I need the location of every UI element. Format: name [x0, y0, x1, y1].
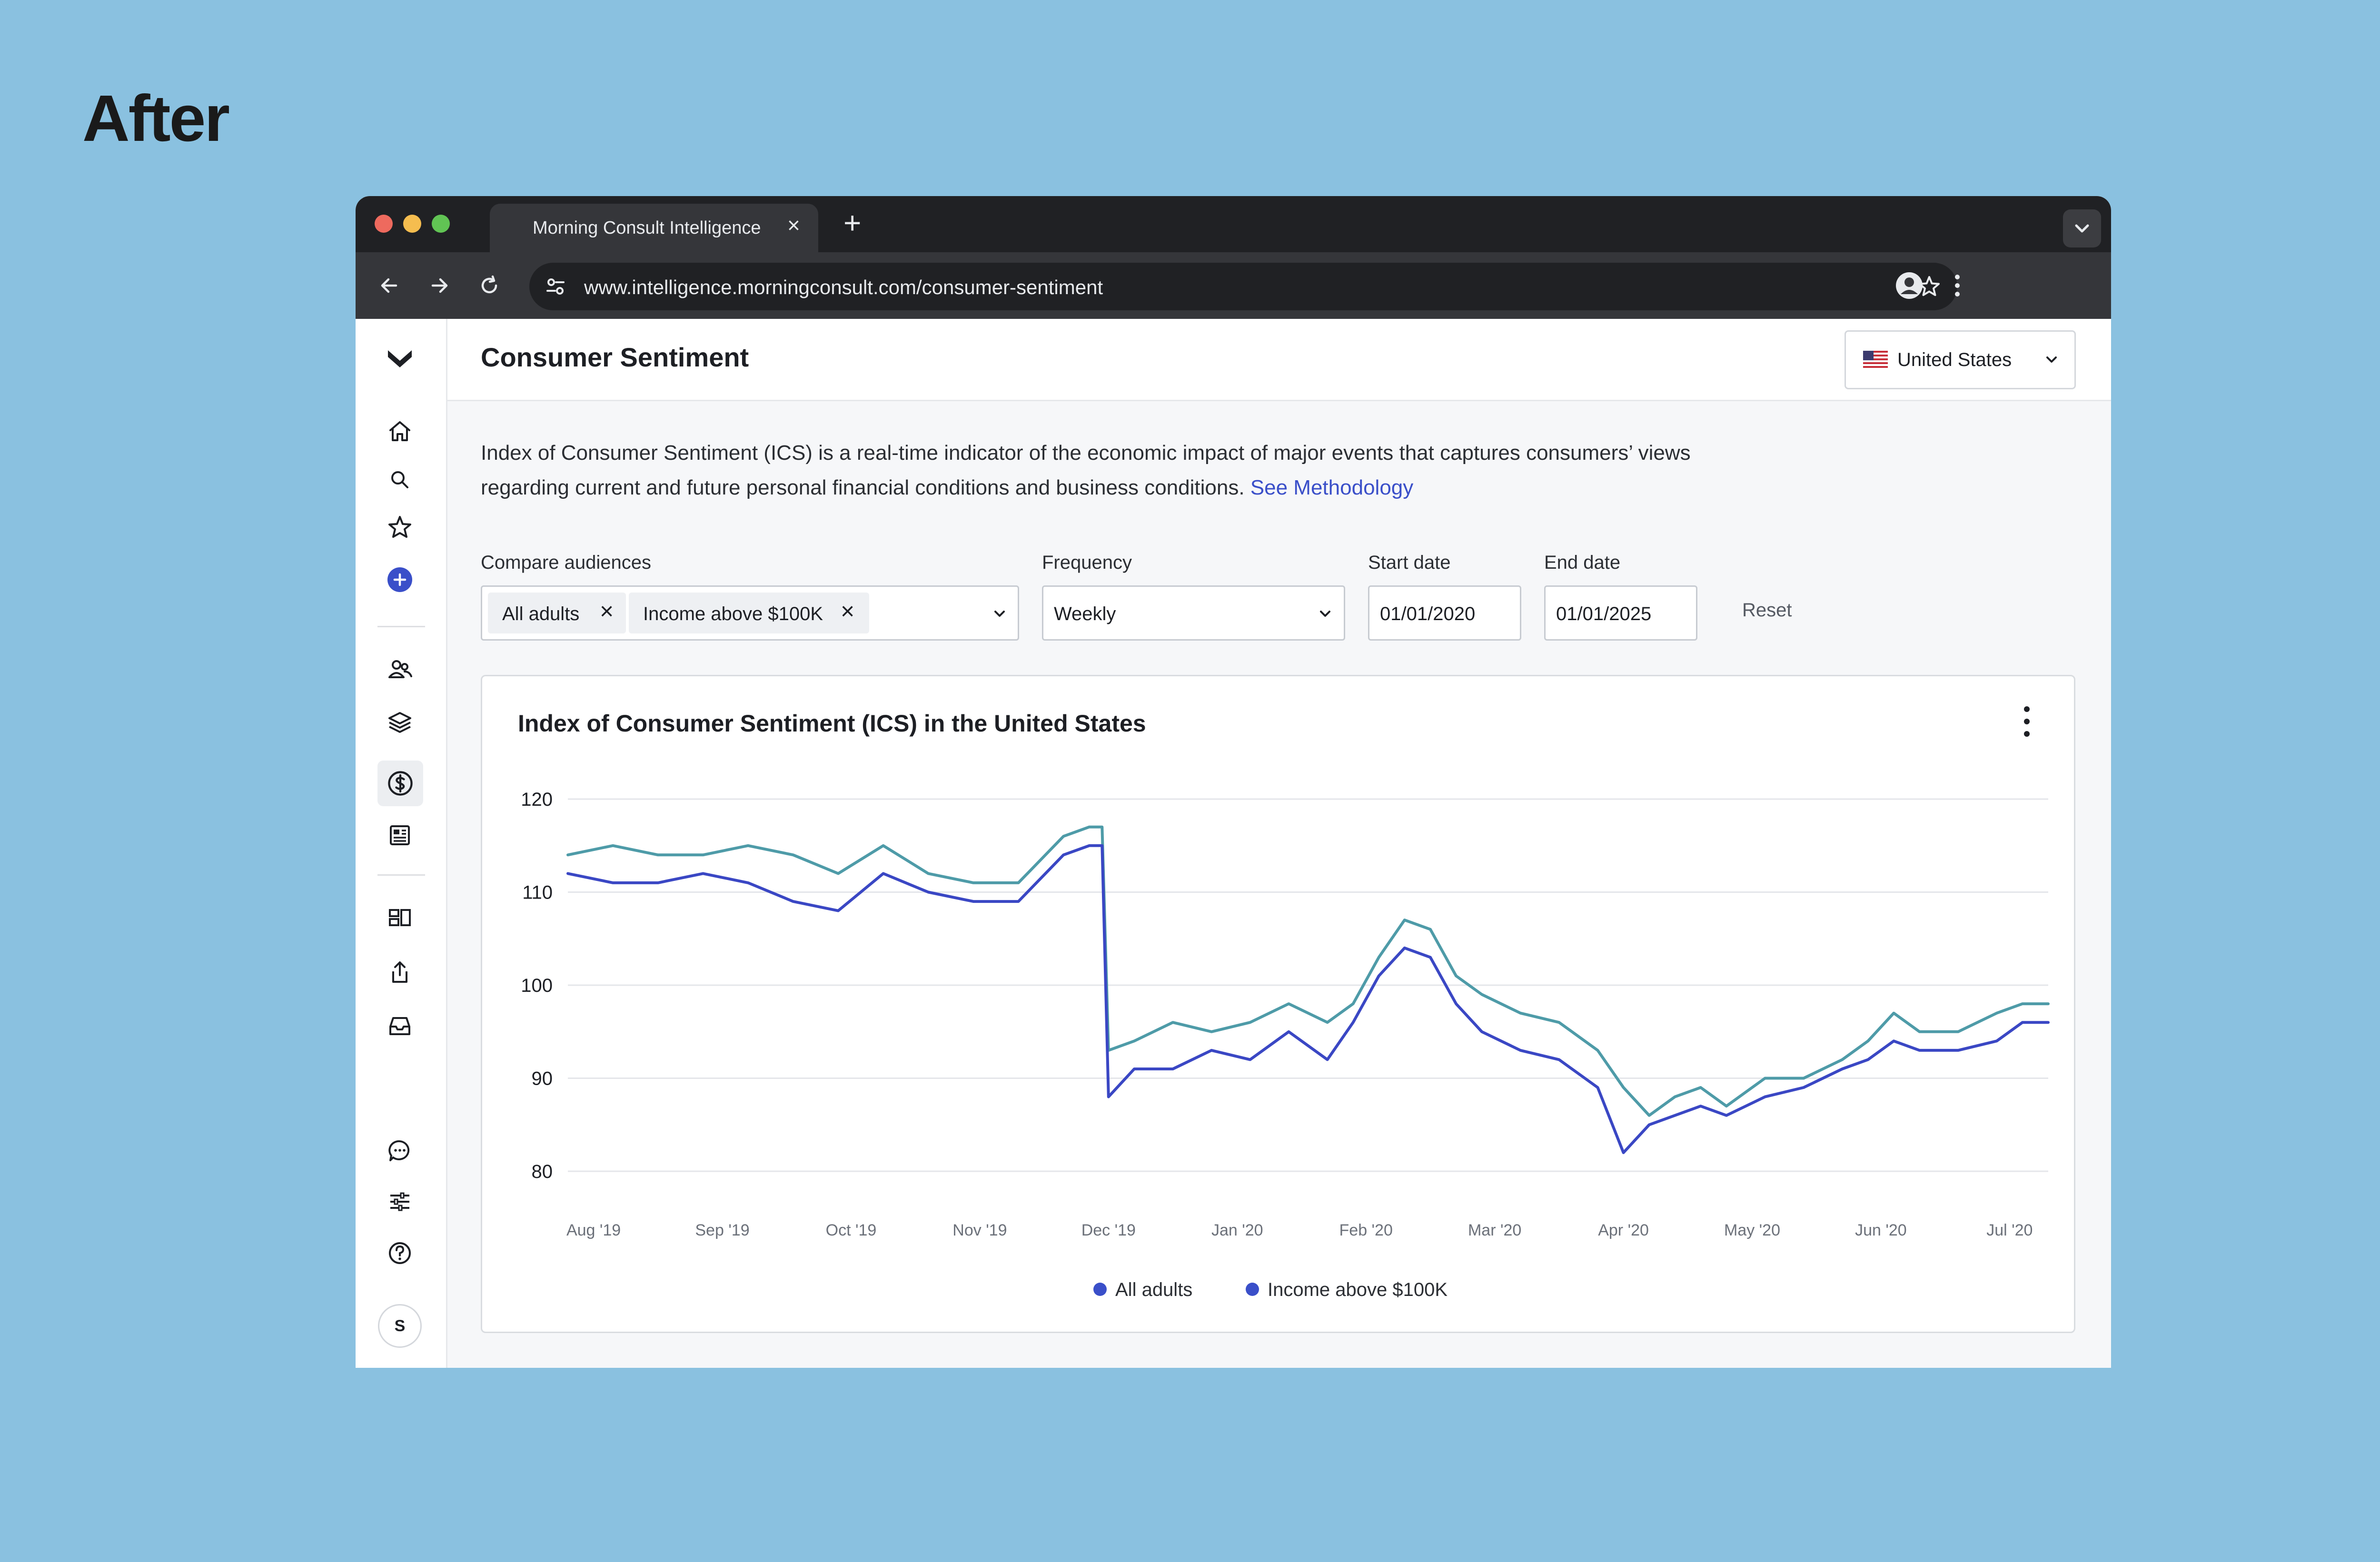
- y-tick-label: 110: [522, 882, 553, 903]
- settings-sliders-icon[interactable]: [384, 1186, 416, 1217]
- audiences-icon[interactable]: [384, 653, 416, 684]
- browser-tab[interactable]: Morning Consult Intelligence ×: [490, 204, 818, 252]
- chevron-down-icon: [1320, 611, 1330, 617]
- start-date-input[interactable]: 01/01/2020: [1368, 585, 1521, 641]
- audience-chip: Income above $100K ×: [629, 593, 869, 633]
- legend-dot: [1093, 1283, 1107, 1296]
- start-date-label: Start date: [1368, 552, 1451, 573]
- reset-button[interactable]: Reset: [1742, 600, 1792, 621]
- audience-chip-label: Income above $100K: [643, 603, 823, 624]
- audience-chip-label: All adults: [502, 603, 580, 624]
- avatar-initial: S: [394, 1316, 406, 1335]
- maximize-window-button[interactable]: [432, 215, 450, 233]
- legend-dot: [1246, 1283, 1259, 1296]
- search-icon[interactable]: [384, 464, 416, 495]
- page-title: Consumer Sentiment: [481, 342, 749, 372]
- back-arrow-icon[interactable]: [377, 273, 402, 298]
- browser-toolbar: www.intelligence.morningconsult.com/cons…: [356, 252, 2111, 319]
- site-settings-icon[interactable]: [544, 275, 567, 298]
- end-date-label: End date: [1544, 552, 1621, 573]
- y-tick-label: 100: [521, 975, 553, 996]
- page-description: Index of Consumer Sentiment (ICS) is a r…: [481, 435, 1766, 505]
- economy-dollar-icon[interactable]: [377, 761, 423, 806]
- x-tick-label: Mar '20: [1468, 1221, 1521, 1239]
- frequency-value: Weekly: [1054, 603, 1116, 624]
- series-line: [566, 825, 2050, 1117]
- page-heading: After: [82, 82, 230, 155]
- x-tick-label: Oct '19: [826, 1221, 877, 1239]
- start-date-value: 01/01/2020: [1380, 603, 1476, 624]
- page-header: Consumer Sentiment United States: [447, 319, 2111, 401]
- legend-label: All adults: [1115, 1279, 1192, 1300]
- home-icon[interactable]: [384, 415, 416, 447]
- avatar[interactable]: S: [378, 1304, 422, 1348]
- x-tick-label: Jul '20: [1986, 1221, 2033, 1239]
- tab-strip: Morning Consult Intelligence × +: [356, 196, 2111, 252]
- legend-label: Income above $100K: [1268, 1279, 1448, 1300]
- add-icon[interactable]: [384, 564, 416, 595]
- frequency-select[interactable]: Weekly: [1042, 585, 1345, 641]
- help-icon[interactable]: [384, 1237, 416, 1269]
- compare-audiences-label: Compare audiences: [481, 552, 651, 573]
- chart-card: Index of Consumer Sentiment (ICS) in the…: [481, 675, 2075, 1333]
- tab-title: Morning Consult Intelligence: [533, 218, 761, 238]
- minimize-window-button[interactable]: [403, 215, 421, 233]
- x-tick-label: Nov '19: [952, 1221, 1007, 1239]
- x-tick-label: Dec '19: [1081, 1221, 1136, 1239]
- x-tick-label: Apr '20: [1598, 1221, 1649, 1239]
- x-tick-label: Jun '20: [1855, 1221, 1907, 1239]
- end-date-value: 01/01/2025: [1556, 603, 1652, 624]
- sidebar-divider: [377, 874, 425, 876]
- y-tick-label: 120: [521, 789, 553, 810]
- audience-chip: All adults ×: [488, 593, 626, 633]
- sidebar-divider: [377, 626, 425, 627]
- remove-chip-icon[interactable]: ×: [841, 598, 855, 624]
- chart-title: Index of Consumer Sentiment (ICS) in the…: [518, 710, 1146, 737]
- dashboard-icon[interactable]: [384, 902, 416, 933]
- x-tick-label: Jan '20: [1211, 1221, 1263, 1239]
- country-label: United States: [1897, 349, 2012, 370]
- export-icon[interactable]: [384, 957, 416, 988]
- browser-window: Morning Consult Intelligence × +: [356, 196, 2111, 1368]
- chat-icon[interactable]: [384, 1135, 416, 1167]
- new-tab-icon[interactable]: +: [843, 206, 862, 240]
- url-text: www.intelligence.morningconsult.com/cons…: [584, 276, 1103, 298]
- chevron-down-icon: [994, 611, 1005, 617]
- remove-chip-icon[interactable]: ×: [600, 598, 614, 624]
- series-line: [566, 844, 2050, 1154]
- sidebar: S: [356, 319, 447, 1368]
- y-tick-label: 80: [532, 1161, 553, 1182]
- inbox-icon[interactable]: [384, 1010, 416, 1041]
- logo-icon[interactable]: [384, 343, 416, 374]
- news-icon[interactable]: [384, 820, 416, 851]
- x-tick-label: May '20: [1724, 1221, 1780, 1239]
- x-tick-label: Sep '19: [695, 1221, 749, 1239]
- reload-icon[interactable]: [477, 273, 502, 298]
- frequency-label: Frequency: [1042, 552, 1132, 573]
- forward-arrow-icon[interactable]: [427, 273, 452, 298]
- chevron-down-icon: [2075, 224, 2089, 233]
- profile-icon[interactable]: [1894, 270, 1924, 301]
- x-tick-label: Aug '19: [566, 1221, 621, 1239]
- country-select[interactable]: United States: [1844, 330, 2076, 389]
- tab-search-button[interactable]: [2063, 209, 2101, 247]
- y-tick-label: 90: [532, 1068, 553, 1089]
- chevron-down-icon: [2046, 356, 2057, 363]
- end-date-input[interactable]: 01/01/2025: [1544, 585, 1697, 641]
- tab-close-icon[interactable]: ×: [787, 213, 800, 237]
- browser-menu-icon[interactable]: [1950, 272, 1964, 299]
- favorites-star-icon[interactable]: [384, 512, 416, 543]
- methodology-link[interactable]: See Methodology: [1250, 476, 1414, 499]
- compare-audiences-select[interactable]: All adults × Income above $100K ×: [481, 585, 1019, 641]
- layers-icon[interactable]: [384, 707, 416, 738]
- description-text: Index of Consumer Sentiment (ICS) is a r…: [481, 441, 1691, 499]
- us-flag-icon: [1863, 351, 1888, 368]
- sentiment-line-chart: 120 110 100 90 80 Aug '19 Sep '19 Oct '19 Nov '1…: [521, 789, 2050, 1300]
- x-tick-label: Feb '20: [1339, 1221, 1393, 1239]
- chart-options-icon[interactable]: [2020, 702, 2034, 741]
- app-content: S Consumer Sentiment United States: [356, 319, 2111, 1368]
- close-window-button[interactable]: [375, 215, 393, 233]
- address-bar[interactable]: www.intelligence.morningconsult.com/cons…: [529, 263, 1957, 310]
